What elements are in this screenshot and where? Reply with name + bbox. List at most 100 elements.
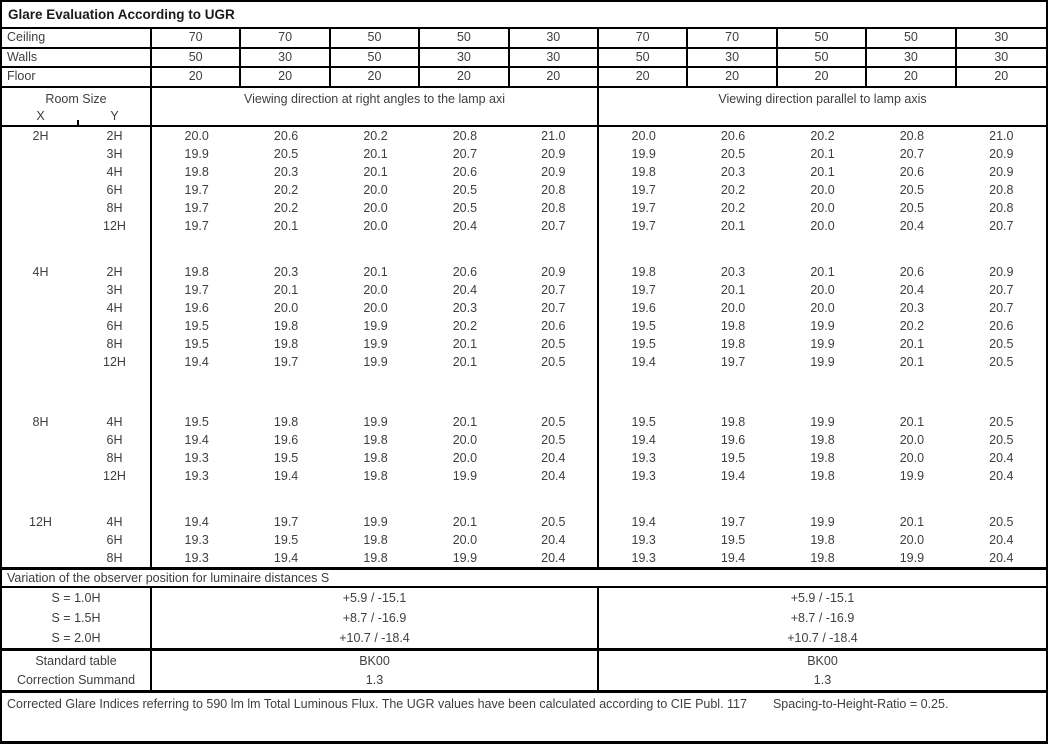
ugr-value-parallel: 20.3 xyxy=(720,265,746,279)
ugr-value-parallel: 20.3 xyxy=(720,165,746,179)
surface-value: 30 xyxy=(688,49,778,66)
ugr-value-right-angles: 19.7 xyxy=(273,515,299,529)
summary-value-parallel: 1.3 xyxy=(813,673,832,687)
ugr-value-right-angles: 19.8 xyxy=(363,551,388,565)
ugr-value-parallel: 19.8 xyxy=(720,319,746,333)
room-y-label: 8H xyxy=(79,449,152,467)
surface-value: 70 xyxy=(241,29,331,47)
ugr-value-parallel: 20.8 xyxy=(989,201,1014,215)
surface-value: 70 xyxy=(152,29,242,47)
ugr-value-right-angles: 20.9 xyxy=(510,163,599,181)
heading-right-angles: Viewing direction at right angles to the… xyxy=(152,88,599,125)
s-variation-value-right-angles: +5.9 / -15.1 xyxy=(152,588,599,608)
ugr-value-parallel: 20.5 xyxy=(899,183,925,197)
table-header-row: Room Size X Y Viewing direction at right… xyxy=(2,88,1046,127)
surface-value: 30 xyxy=(510,49,599,66)
ugr-value-right-angles: 19.3 xyxy=(184,551,209,565)
surface-value: 20 xyxy=(510,68,599,86)
ugr-data-row: 8H 19.5 19.8 19.9 20.1 20.5 19.5 19.8 19.9 20.1 20… xyxy=(2,335,1046,353)
ugr-value-right-angles: 20.0 xyxy=(273,301,299,315)
ugr-value-parallel: 20.7 xyxy=(899,147,925,161)
room-y-label: 6H xyxy=(79,431,152,449)
ugr-value-right-angles: 20.7 xyxy=(452,147,478,161)
ugr-value-parallel: 20.5 xyxy=(989,337,1014,351)
ugr-data-row: 4H 2H 19.8 20.3 20.1 20.6 20.9 19.8 20.3 20.1 20.6… xyxy=(2,263,1046,281)
surface-value: 50 xyxy=(152,49,242,66)
ugr-value-right-angles: 20.1 xyxy=(273,219,299,233)
ugr-value-right-angles: 20.0 xyxy=(363,183,388,197)
spacer-label-col xyxy=(2,235,152,263)
s-variation-value-right-angles: +8.7 / -16.9 xyxy=(152,608,599,628)
surface-value: 50 xyxy=(331,49,421,66)
ugr-value-right-angles: 19.6 xyxy=(184,301,209,315)
room-y-label: 8H xyxy=(79,549,152,567)
ugr-value-parallel: 19.8 xyxy=(810,533,835,547)
surface-row: Floor 20 20 20 20 20 20 20 20 20 20 xyxy=(2,68,1046,88)
summary-label: Standard table xyxy=(2,651,152,671)
ugr-value-right-angles: 19.4 xyxy=(273,551,299,565)
ugr-value-right-angles: 20.1 xyxy=(452,337,478,351)
ugr-value-right-angles: 19.4 xyxy=(184,355,209,369)
ugr-value-parallel: 20.4 xyxy=(989,469,1014,483)
ugr-value-right-angles: 20.4 xyxy=(452,219,478,233)
surface-value: 70 xyxy=(599,29,689,47)
x-column-label: X xyxy=(36,109,45,123)
room-x-label xyxy=(2,531,79,549)
observer-variation-section: S = 1.0H +5.9 / -15.1 +5.9 / -15.1 S = 1.5H… xyxy=(2,588,1046,648)
ugr-data-row: 6H 19.3 19.5 19.8 20.0 20.4 19.3 19.5 19.8 20.0 20… xyxy=(2,531,1046,549)
room-y-label: 4H xyxy=(79,513,152,531)
ugr-value-right-angles: 19.5 xyxy=(273,533,299,547)
ugr-value-right-angles: 19.8 xyxy=(363,451,388,465)
ugr-data-row: 4H 19.8 20.3 20.1 20.6 20.9 19.8 20.3 20.1 20.6 20… xyxy=(2,163,1046,181)
ugr-value-parallel: 19.4 xyxy=(631,433,656,447)
ugr-value-parallel: 20.9 xyxy=(989,265,1014,279)
s-distance-label: S = 1.0H xyxy=(2,588,152,608)
ugr-value-right-angles: 20.0 xyxy=(184,129,209,143)
ugr-value-right-angles: 21.0 xyxy=(510,127,599,145)
surface-value: 50 xyxy=(778,49,868,66)
room-x-label xyxy=(2,145,79,163)
room-y-label: 3H xyxy=(79,145,152,163)
surface-label: Walls xyxy=(2,49,152,66)
xy-labels: X Y xyxy=(2,108,150,124)
ugr-value-right-angles: 20.5 xyxy=(273,147,299,161)
ugr-value-right-angles: 20.4 xyxy=(510,467,599,485)
ugr-value-parallel: 20.1 xyxy=(810,165,835,179)
ugr-value-parallel: 19.3 xyxy=(631,533,656,547)
room-x-label xyxy=(2,431,79,449)
ugr-value-parallel: 19.9 xyxy=(810,319,835,333)
ugr-values-area: 2H 2H 20.0 20.6 20.2 20.8 21.0 20.0 20.6 20.2 20.8… xyxy=(2,127,1046,567)
ugr-value-parallel: 20.7 xyxy=(989,283,1014,297)
ugr-value-right-angles: 20.1 xyxy=(363,165,388,179)
room-x-label xyxy=(2,549,79,567)
ugr-value-right-angles: 20.5 xyxy=(510,513,599,531)
ugr-value-parallel: 20.0 xyxy=(899,451,925,465)
surface-value: 20 xyxy=(152,68,242,86)
ugr-value-parallel: 19.8 xyxy=(810,551,835,565)
footer-ratio-text: Spacing-to-Height-Ratio = 0.25. xyxy=(772,697,949,711)
ugr-value-right-angles: 20.5 xyxy=(510,353,599,371)
spacer-left-col xyxy=(152,485,599,513)
ugr-value-parallel: 20.4 xyxy=(899,219,925,233)
ugr-value-right-angles: 19.8 xyxy=(273,337,299,351)
ugr-value-right-angles: 20.1 xyxy=(363,265,388,279)
heading-parallel: Viewing direction parallel to lamp axis xyxy=(718,92,927,106)
room-x-label xyxy=(2,467,79,485)
room-y-label: 12H xyxy=(79,217,152,235)
surface-value: 20 xyxy=(867,68,957,86)
ugr-value-right-angles: 19.4 xyxy=(184,515,209,529)
ugr-value-right-angles: 19.9 xyxy=(363,355,388,369)
spacer-right-col xyxy=(599,371,1046,413)
surface-value: 50 xyxy=(420,29,510,47)
room-x-label: 2H xyxy=(32,129,49,143)
ugr-value-parallel: 20.1 xyxy=(810,147,835,161)
ugr-value-right-angles: 19.9 xyxy=(363,415,388,429)
spacer-left-col xyxy=(152,371,599,413)
summary-value-right-angles: BK00 xyxy=(152,651,599,671)
ugr-value-parallel: 19.9 xyxy=(631,147,656,161)
ugr-data-row: 8H 19.7 20.2 20.0 20.5 20.8 19.7 20.2 20.0 20.5 20… xyxy=(2,199,1046,217)
room-size-label: Room Size xyxy=(45,92,107,106)
ugr-value-right-angles: 20.4 xyxy=(510,531,599,549)
ugr-value-right-angles: 20.6 xyxy=(452,165,478,179)
s-variation-value-parallel: +8.7 / -16.9 xyxy=(790,611,855,625)
